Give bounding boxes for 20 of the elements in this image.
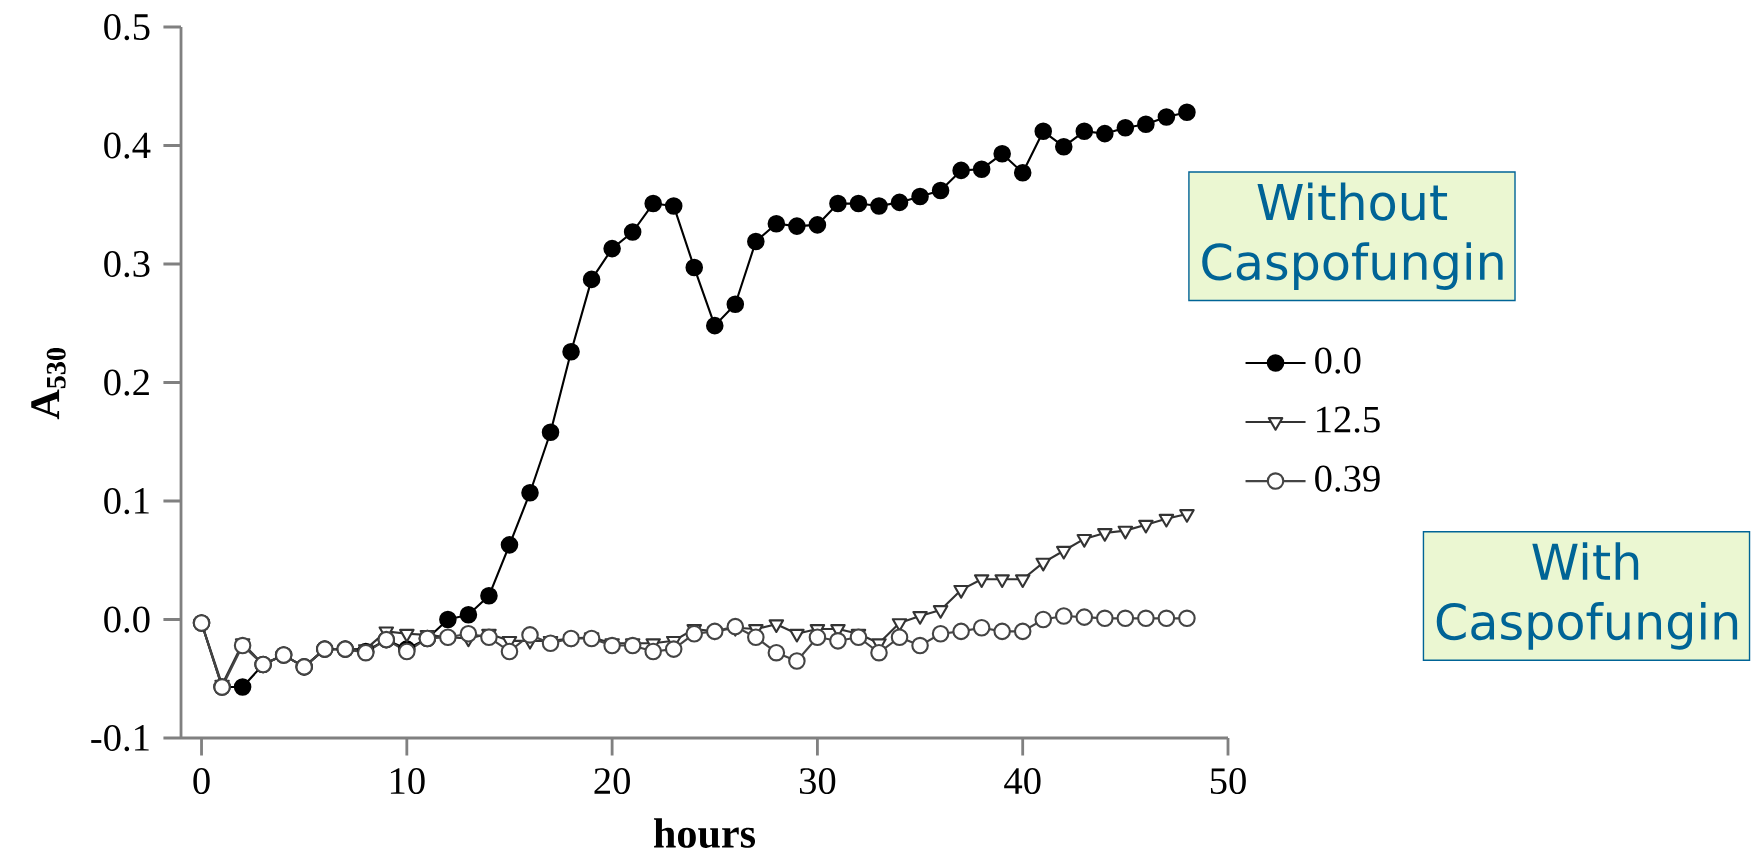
y-tick-label: 0.4: [104, 132, 151, 159]
x-tick-label: 40: [1004, 768, 1041, 795]
text: With Caspofungin: [1436, 542, 1738, 650]
y-tick-label: 0.5: [104, 13, 150, 41]
x-tick-label: 0: [193, 768, 210, 795]
y-axis-title: A$_{530}$: [31, 348, 66, 420]
x-tick-label: 50: [1210, 768, 1246, 795]
y-tick-label: 0.2: [104, 369, 149, 396]
legend-label: 0.0: [1315, 347, 1361, 374]
y-tick-label: 0.0: [104, 606, 150, 633]
x-tick-label: 30: [799, 768, 836, 795]
y-tick-label: -0.1: [91, 724, 149, 752]
y-tick-label: 0.3: [104, 250, 150, 278]
annotation: Without Caspofungin: [1202, 182, 1503, 290]
x-axis-title: hours: [653, 818, 756, 848]
legend-label: 0.39: [1315, 465, 1380, 492]
x-tick-label: 10: [390, 768, 425, 795]
legend-label: 12.5: [1317, 406, 1380, 433]
y-tick-label: 0.1: [104, 487, 149, 515]
x-tick-label: 20: [594, 768, 630, 795]
